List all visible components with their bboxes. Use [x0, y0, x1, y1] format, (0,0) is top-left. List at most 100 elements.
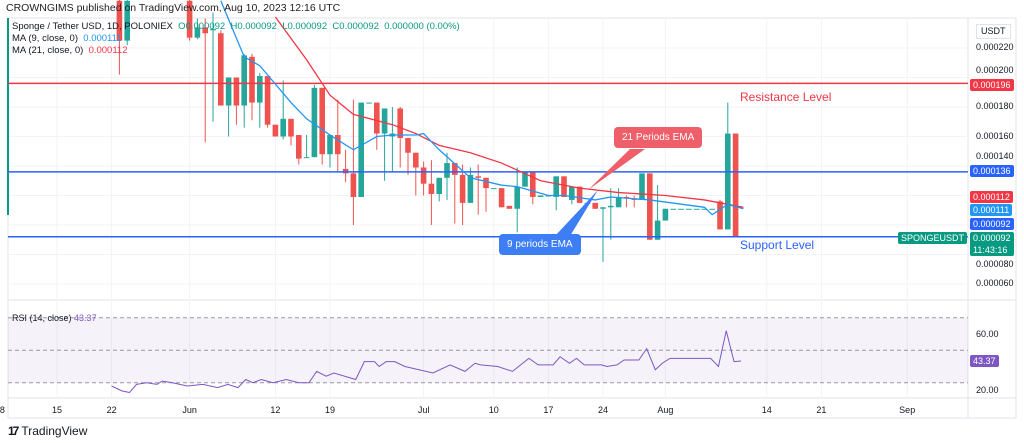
resistance-level-label: Resistance Level: [740, 90, 832, 104]
candle-up: [537, 195, 544, 197]
last-price-tag: 0.000092 11:43:16: [970, 232, 1014, 256]
candle-down: [186, 0, 193, 38]
ma9-price-tag: 0.000111: [970, 204, 1013, 216]
candle-up: [124, 0, 130, 41]
candle-up: [608, 205, 614, 208]
candle-down: [202, 27, 208, 34]
ohlc-low: L0.000092: [282, 21, 328, 32]
ma9-value: 0.000111: [83, 33, 122, 44]
last-price: 0.000092: [973, 233, 1011, 243]
time-tick: 19: [324, 405, 336, 415]
candle-down: [249, 56, 255, 103]
candle-down: [116, 0, 123, 41]
candle-up: [257, 76, 263, 103]
candle-up: [210, 28, 216, 31]
time-tick: Sep: [899, 405, 916, 415]
symbol-name[interactable]: Sponge / Tether USD, 1D, POLONIEX: [12, 21, 173, 32]
candle-up: [654, 220, 661, 240]
ema21-callout-pointer: [588, 149, 645, 190]
candle-down: [717, 201, 723, 230]
candle-up: [600, 207, 606, 209]
candle-up: [678, 208, 684, 210]
ohlc-change: 0.000000 (0.00%): [384, 21, 460, 32]
candle-down: [374, 102, 380, 134]
time-tick: 12: [270, 405, 281, 415]
time-tick: 10: [488, 405, 499, 415]
candle-down: [428, 183, 435, 195]
candle-down: [335, 135, 341, 155]
publish-info: CROWNGIMS published on TradingView.com, …: [6, 2, 341, 14]
symbol-price-tag: SPONGEUSDT: [898, 232, 968, 244]
candle-up: [311, 87, 318, 158]
time-tick: 8: [0, 405, 5, 415]
support-level-label: Support Level: [740, 238, 815, 252]
rsi-legend[interactable]: RSI (14, close) 43.37: [12, 313, 97, 323]
candle-down: [732, 133, 739, 237]
price-tick: 0.000200: [976, 65, 1014, 75]
rsi-value: 43.37: [74, 313, 97, 323]
candle-down: [218, 33, 224, 106]
candle-up: [225, 77, 232, 106]
price-tick: 0.000060: [976, 278, 1014, 288]
ema9-callout: 9 periods EMA: [499, 234, 581, 255]
candle-up: [358, 102, 364, 197]
price-tick: 0.000160: [976, 130, 1014, 141]
price-tick: 0.000180: [976, 101, 1014, 111]
candle-up: [553, 176, 559, 197]
time-tick: 24: [597, 405, 609, 415]
time-tick: 15: [51, 405, 63, 415]
candle-down: [272, 124, 279, 137]
candle-up: [467, 174, 474, 203]
ma9-line: [220, 0, 744, 216]
candle-down: [420, 167, 427, 184]
ema9-callout-pointer: [555, 190, 598, 236]
resistance-price-tag: 0.000196: [970, 79, 1014, 91]
candle-up: [303, 157, 310, 159]
tradingview-logo[interactable]: 17 TradingView: [8, 424, 87, 438]
candle-down: [647, 173, 653, 240]
candle-down: [397, 108, 403, 138]
ma9-label: MA (9, close, 0): [12, 33, 78, 44]
candle-up: [639, 173, 645, 200]
time-tick: 22: [106, 405, 117, 415]
time-tick: 14: [761, 405, 772, 415]
time-tick: 21: [816, 405, 827, 415]
candle-up: [381, 108, 388, 134]
rsi-label: RSI (14, close): [12, 313, 72, 323]
ma21-line: [274, 16, 744, 208]
candle-down: [506, 205, 513, 209]
candle-up: [693, 208, 700, 210]
symbol-legend: Sponge / Tether USD, 1D, POLONIEX O0.000…: [12, 21, 460, 32]
price-tick: 0.000220: [976, 42, 1014, 52]
candle-up: [686, 208, 692, 210]
ma21-legend[interactable]: MA (21, close, 0) 0.000112: [12, 45, 127, 56]
time-tick: Jul: [417, 405, 430, 415]
candle-down: [530, 171, 536, 197]
candle-down: [592, 202, 598, 209]
candle-down: [405, 137, 411, 153]
candle-up: [436, 177, 442, 195]
candle-up: [514, 186, 520, 209]
ma21-label: MA (21, close, 0): [12, 45, 84, 56]
candle-up: [709, 208, 715, 210]
chart-frame: [7, 17, 1017, 419]
candle-up: [241, 55, 247, 106]
ohlc-close: C0.000092: [332, 21, 379, 32]
candle-down: [264, 76, 271, 125]
candle-down: [561, 176, 567, 197]
candle-down: [296, 135, 302, 159]
candle-up: [701, 208, 708, 210]
tradingview-logo-icon: 17: [8, 424, 19, 438]
currency-label[interactable]: USDT: [976, 24, 1011, 39]
ema21-callout: 21 Periods EMA: [614, 127, 703, 148]
ma9-legend[interactable]: MA (9, close, 0) 0.000111: [12, 33, 122, 44]
candle-up: [444, 163, 450, 178]
bar-countdown: 11:43:16: [973, 245, 1008, 255]
candle-up: [327, 135, 333, 155]
candle-up: [280, 118, 286, 137]
candle-down: [350, 173, 357, 197]
candle-up: [522, 171, 528, 187]
candle-down: [452, 163, 458, 175]
candle-up: [366, 102, 372, 104]
